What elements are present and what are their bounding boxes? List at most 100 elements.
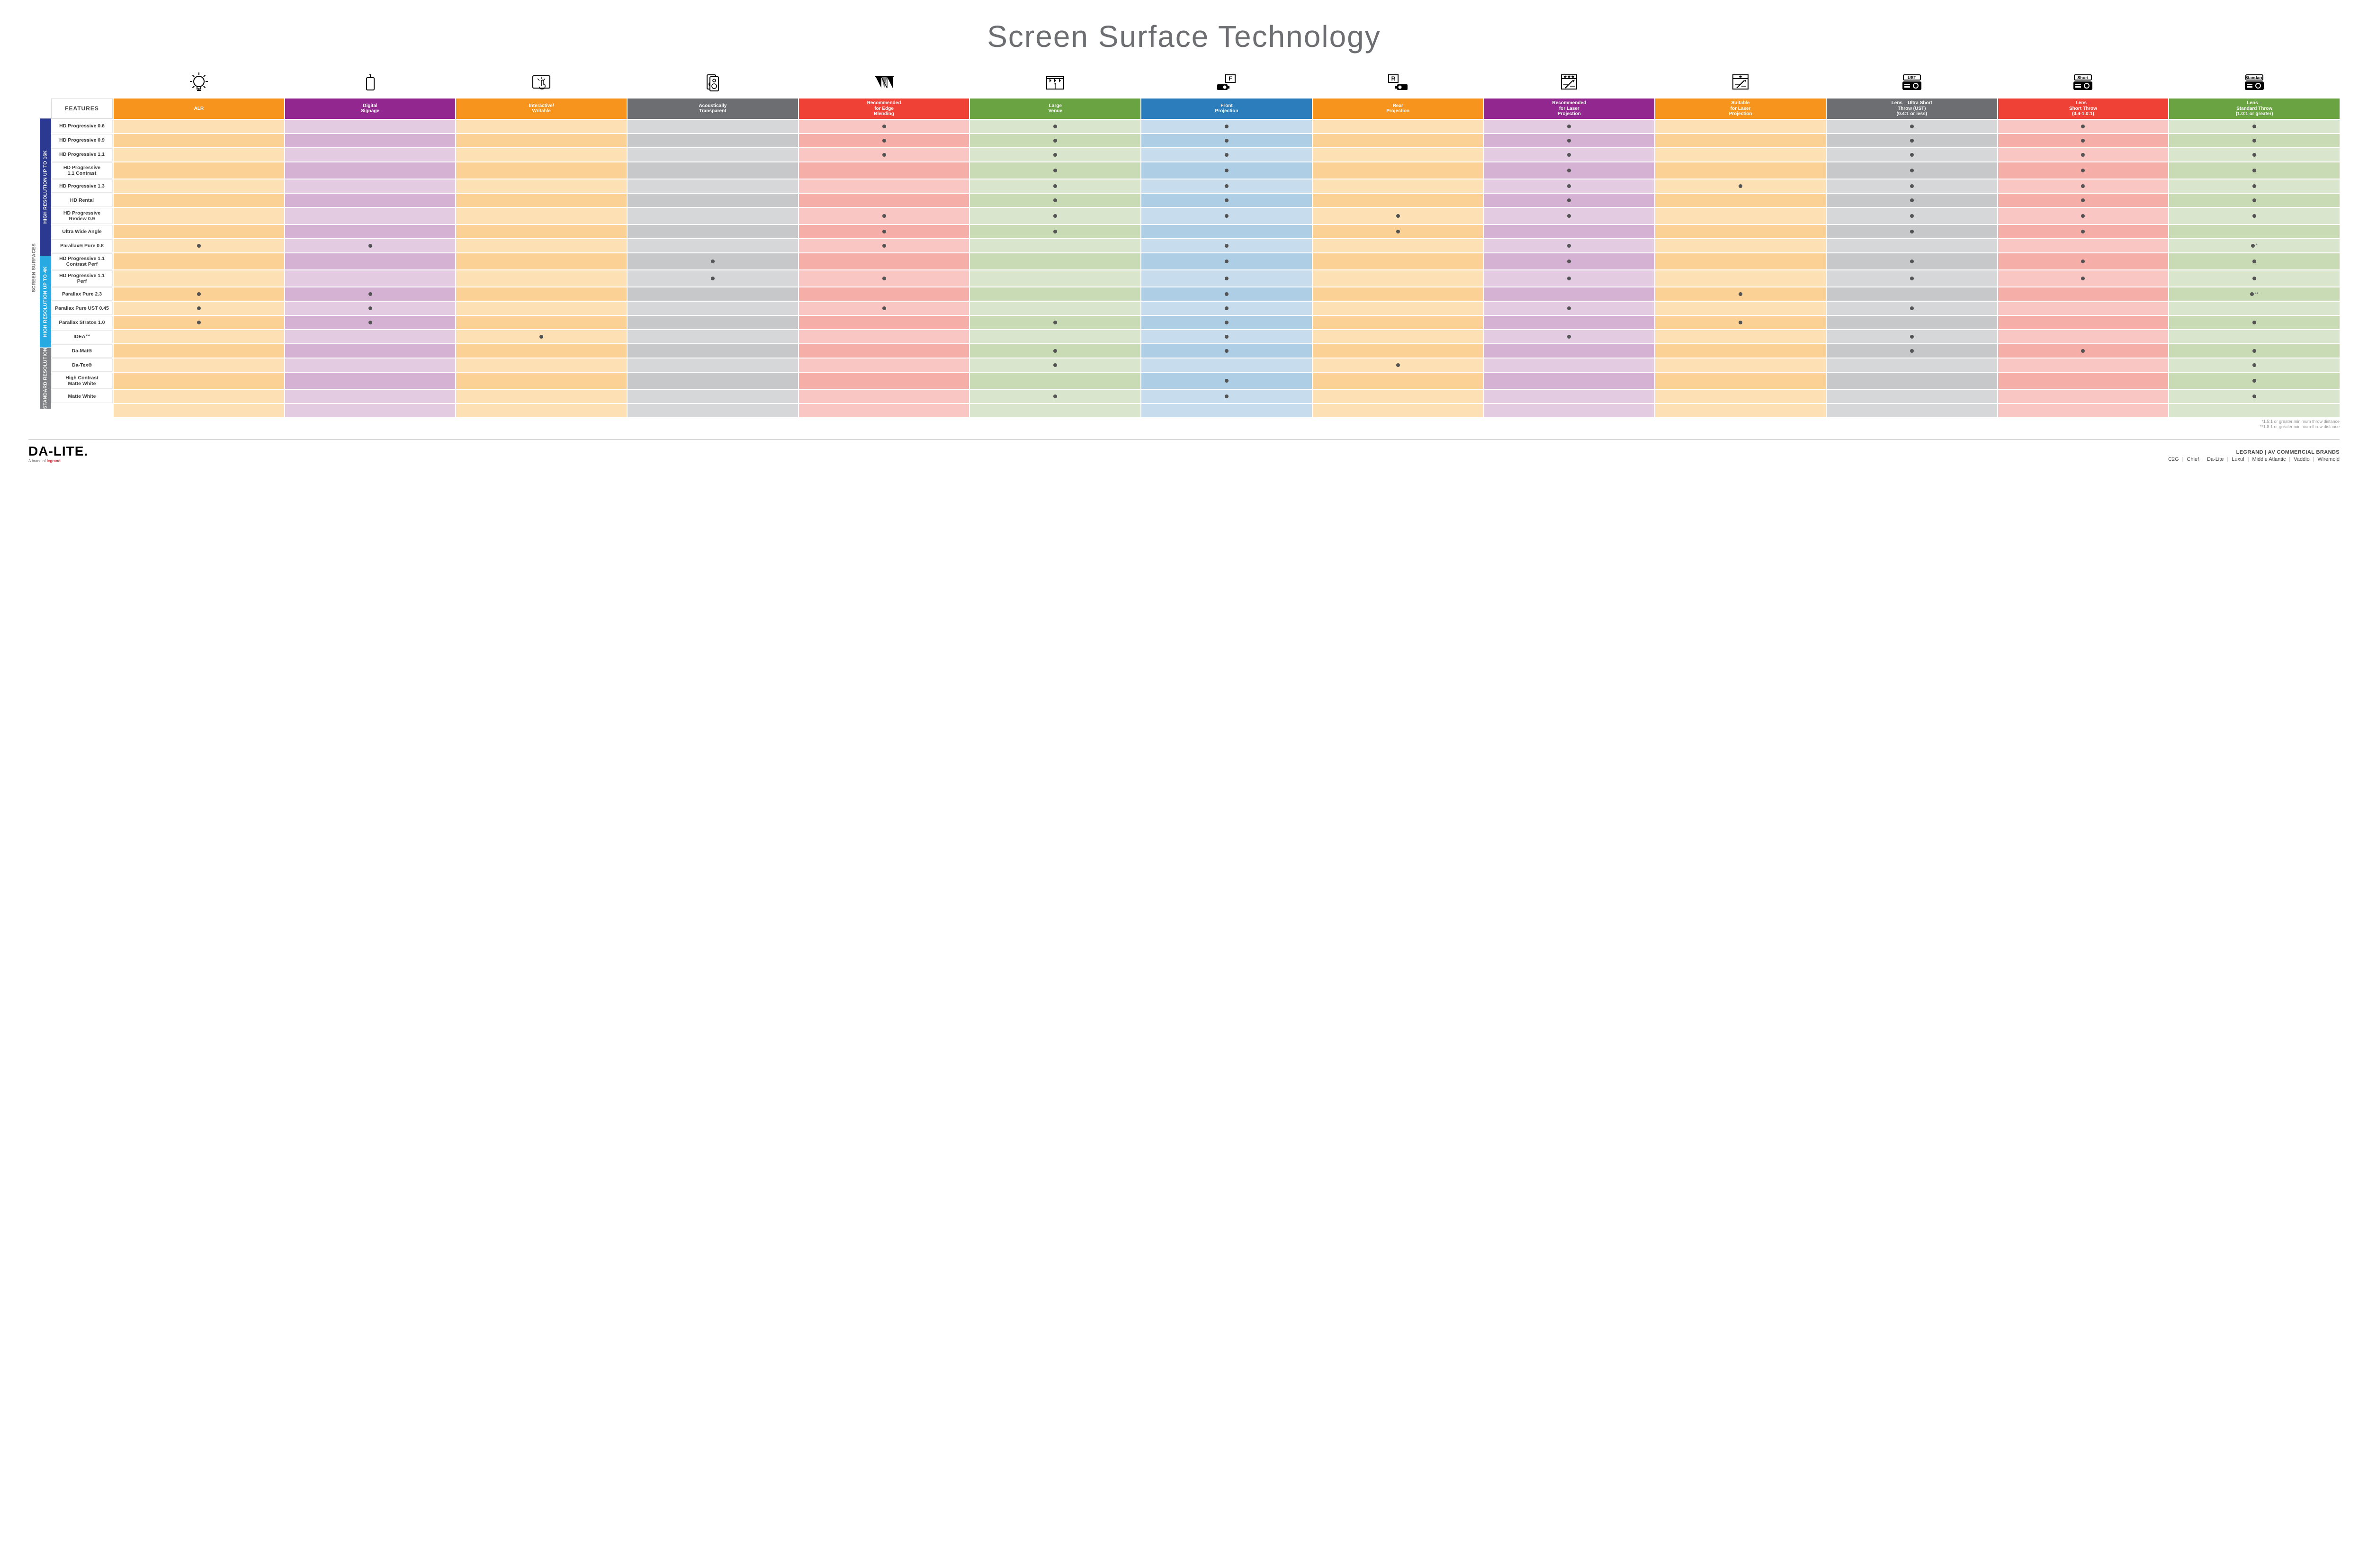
- cell-dsign: [285, 225, 456, 238]
- cell-dsign: [285, 302, 456, 315]
- dot-icon: [1225, 184, 1229, 188]
- brand-sep: |: [2227, 457, 2228, 462]
- feature-label: HD Progressive 0.6: [51, 120, 113, 133]
- dot-icon: [1567, 214, 1571, 218]
- cell-rear: [1313, 358, 1483, 372]
- dot-icon: [1225, 292, 1229, 296]
- brand-logo: DA-LITE.: [28, 444, 88, 459]
- cell-rear: [1313, 194, 1483, 207]
- dot-icon: [2252, 214, 2256, 218]
- feature-label: IDEA™: [51, 330, 113, 343]
- cell-reclp: [1484, 358, 1655, 372]
- footnote-line: **1.8:1 or greater minimum throw distanc…: [28, 424, 2340, 430]
- cell-inter: [456, 270, 627, 287]
- cell-rear: [1313, 390, 1483, 403]
- dot-icon: [2252, 394, 2256, 398]
- brand-name: Luxul: [2232, 457, 2244, 462]
- cell-std: [2169, 390, 2340, 403]
- dot-icon: [1910, 198, 1914, 202]
- cell-inter: [456, 287, 627, 301]
- dot-icon: [1225, 244, 1229, 248]
- dot-icon: [1910, 277, 1914, 280]
- cell-front: [1141, 302, 1312, 315]
- col-head-front: FrontProjection: [1141, 99, 1312, 119]
- col-icon-alr: [114, 67, 284, 98]
- dot-icon: [1910, 260, 1914, 263]
- cell-suitl: [1655, 148, 1826, 161]
- dot-icon: [368, 306, 372, 310]
- dot-icon: [368, 321, 372, 324]
- cell-std: [2169, 270, 2340, 287]
- dot-icon: [1567, 277, 1571, 280]
- cell-suitl: [1655, 287, 1826, 301]
- cell-acou: [628, 390, 798, 403]
- col-head-suitl: Suitablefor LaserProjection: [1655, 99, 1826, 119]
- cell-ust: [1827, 239, 1997, 252]
- dot-icon: [2252, 260, 2256, 263]
- cell-suitl: [1655, 316, 1826, 329]
- trailing-cell: [1313, 404, 1483, 417]
- cell-venue: [970, 225, 1140, 238]
- cell-ust: [1827, 330, 1997, 343]
- col-head-rear: RearProjection: [1313, 99, 1483, 119]
- side-spacer: [40, 409, 51, 417]
- cell-acou: [628, 120, 798, 133]
- cell-front: [1141, 287, 1312, 301]
- cell-alr: [114, 194, 284, 207]
- cell-acou: [628, 253, 798, 269]
- cell-rear: [1313, 225, 1483, 238]
- feature-label: Da-Tex®: [51, 358, 113, 372]
- cell-ust: [1827, 148, 1997, 161]
- dot-icon: [2252, 153, 2256, 157]
- cell-front: [1141, 194, 1312, 207]
- cell-edge: [799, 225, 969, 238]
- dot-icon: [1053, 125, 1057, 128]
- dot-icon: [1910, 214, 1914, 218]
- cell-dsign: [285, 390, 456, 403]
- dot-note: **: [2250, 292, 2259, 297]
- cell-acou: [628, 194, 798, 207]
- dot-icon: [1225, 379, 1229, 383]
- dot-icon: [1225, 260, 1229, 263]
- dot-icon: [1910, 184, 1914, 188]
- brand-sep: |: [2202, 457, 2204, 462]
- dot-icon: [2252, 277, 2256, 280]
- cell-ust: [1827, 162, 1997, 179]
- trailing-cell: [1141, 404, 1312, 417]
- cell-ust: [1827, 287, 1997, 301]
- dot-icon: [2081, 169, 2085, 172]
- cell-reclp: [1484, 225, 1655, 238]
- cell-edge: [799, 120, 969, 133]
- group-label: HIGH RESOLUTION UP TO 16K: [40, 118, 51, 256]
- cell-alr: [114, 358, 284, 372]
- dot-icon: [882, 214, 886, 218]
- brand-subline: A brand of legrand: [28, 459, 88, 463]
- dot-icon: [2252, 363, 2256, 367]
- cell-dsign: [285, 208, 456, 224]
- col-head-reclp: Recommendedfor LaserProjection: [1484, 99, 1655, 119]
- feature-label: Ultra Wide Angle: [51, 225, 113, 238]
- cell-alr: [114, 239, 284, 252]
- cell-std: [2169, 148, 2340, 161]
- dot-icon: [2081, 153, 2085, 157]
- cell-reclp: [1484, 316, 1655, 329]
- dot-icon: [1053, 198, 1057, 202]
- side-spacer: [28, 67, 40, 118]
- brand-name: Chief: [2187, 457, 2199, 462]
- dot-icon: [882, 230, 886, 233]
- dot-icon: [1225, 198, 1229, 202]
- brand-name: Da-Lite: [2207, 457, 2224, 462]
- col-head-edge: Recommendedfor EdgeBlending: [799, 99, 969, 119]
- dot-icon: [1225, 153, 1229, 157]
- cell-std: *: [2169, 239, 2340, 252]
- svg-text:F: F: [1229, 75, 1232, 82]
- dot-icon: [1053, 169, 1057, 172]
- feature-label: HD Progressive 1.1 Perf: [51, 270, 113, 287]
- cell-alr: [114, 373, 284, 389]
- cell-dsign: [285, 148, 456, 161]
- cell-venue: [970, 239, 1140, 252]
- features-header: FEATURES: [51, 99, 113, 119]
- cell-venue: [970, 179, 1140, 193]
- dot-icon: [1225, 321, 1229, 324]
- dot-icon: [1396, 363, 1400, 367]
